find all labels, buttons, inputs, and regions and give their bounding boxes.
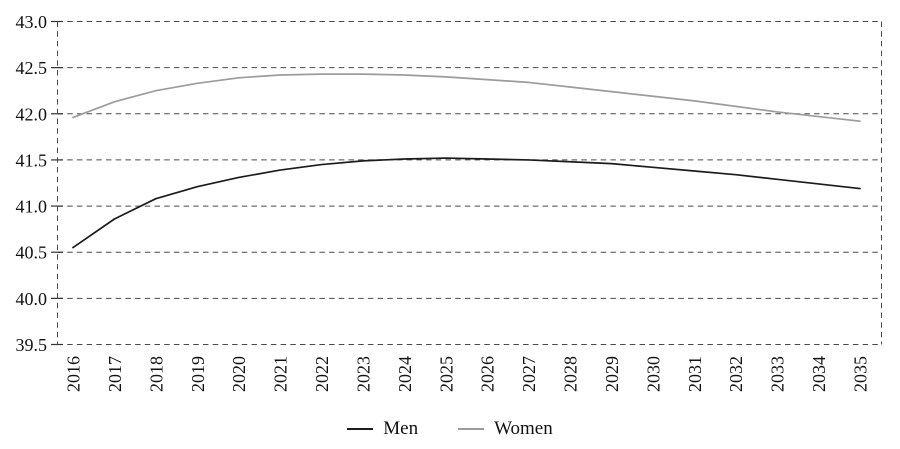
x-axis-tick-label: 2016 <box>64 356 84 392</box>
x-axis-tick-label: 2032 <box>726 356 746 392</box>
x-axis-tick-label: 2024 <box>395 356 415 392</box>
x-axis-tick-label: 2026 <box>478 356 498 392</box>
x-axis-tick-label: 2030 <box>643 356 663 392</box>
y-axis-tick-label: 42.5 <box>16 58 48 78</box>
y-axis-tick-label: 41.0 <box>16 197 48 217</box>
x-axis-tick-label: 2035 <box>851 356 871 392</box>
legend-label-women: Women <box>494 418 553 439</box>
x-axis-tick-label: 2021 <box>271 356 291 392</box>
x-axis-tick-label: 2025 <box>436 356 456 392</box>
x-axis-tick-label: 2028 <box>561 356 581 392</box>
y-axis-tick-label: 39.5 <box>16 335 48 355</box>
legend-item-men: Men <box>347 419 418 438</box>
women-line-swatch <box>458 427 485 430</box>
x-axis-tick-label: 2031 <box>685 356 705 392</box>
series-line-men <box>72 157 861 249</box>
x-axis-tick-label: 2034 <box>809 356 829 392</box>
y-axis-tick-label: 43.0 <box>16 12 48 32</box>
x-axis-tick-label: 2022 <box>312 356 332 392</box>
x-axis-tick-label: 2018 <box>146 356 166 392</box>
y-axis-tick-label: 40.0 <box>16 289 48 309</box>
series-line-women <box>72 73 861 123</box>
x-axis-tick-label: 2027 <box>519 356 539 392</box>
legend: Men Women <box>0 419 900 438</box>
y-axis-tick-label: 41.5 <box>16 150 48 170</box>
x-axis-tick-label: 2017 <box>105 356 125 392</box>
legend-item-women: Women <box>458 419 553 438</box>
men-line-swatch <box>347 427 374 430</box>
x-axis-tick-label: 2023 <box>353 356 373 392</box>
x-axis-tick-label: 2033 <box>768 356 788 392</box>
y-axis-tick-label: 42.0 <box>16 104 48 124</box>
x-axis-tick-label: 2019 <box>188 356 208 392</box>
x-axis-tick-label: 2020 <box>229 356 249 392</box>
x-axis-tick-label: 2029 <box>602 356 622 392</box>
legend-label-men: Men <box>383 418 419 439</box>
y-axis-tick-label: 40.5 <box>16 243 48 263</box>
